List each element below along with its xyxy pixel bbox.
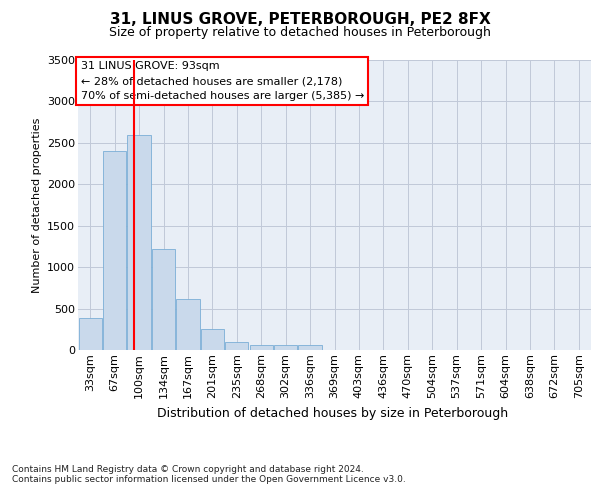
Text: Contains HM Land Registry data © Crown copyright and database right 2024.
Contai: Contains HM Land Registry data © Crown c… (12, 465, 406, 484)
Bar (176, 298, 200, 350)
Bar (274, 345, 297, 350)
Bar (250, 344, 273, 350)
Bar (79, 318, 102, 350)
Text: 31 LINUS GROVE: 93sqm
← 28% of detached houses are smaller (2,178)
70% of semi-d: 31 LINUS GROVE: 93sqm ← 28% of detached … (80, 62, 364, 101)
Bar (201, 330, 224, 350)
Text: Distribution of detached houses by size in Peterborough: Distribution of detached houses by size … (157, 408, 509, 420)
Bar (103, 151, 126, 350)
Bar (152, 249, 175, 350)
Y-axis label: Number of detached properties: Number of detached properties (32, 118, 41, 292)
Bar (127, 134, 151, 350)
Bar (298, 346, 322, 350)
Text: 31, LINUS GROVE, PETERBOROUGH, PE2 8FX: 31, LINUS GROVE, PETERBOROUGH, PE2 8FX (110, 12, 490, 28)
Bar (225, 342, 248, 350)
Text: Size of property relative to detached houses in Peterborough: Size of property relative to detached ho… (109, 26, 491, 39)
